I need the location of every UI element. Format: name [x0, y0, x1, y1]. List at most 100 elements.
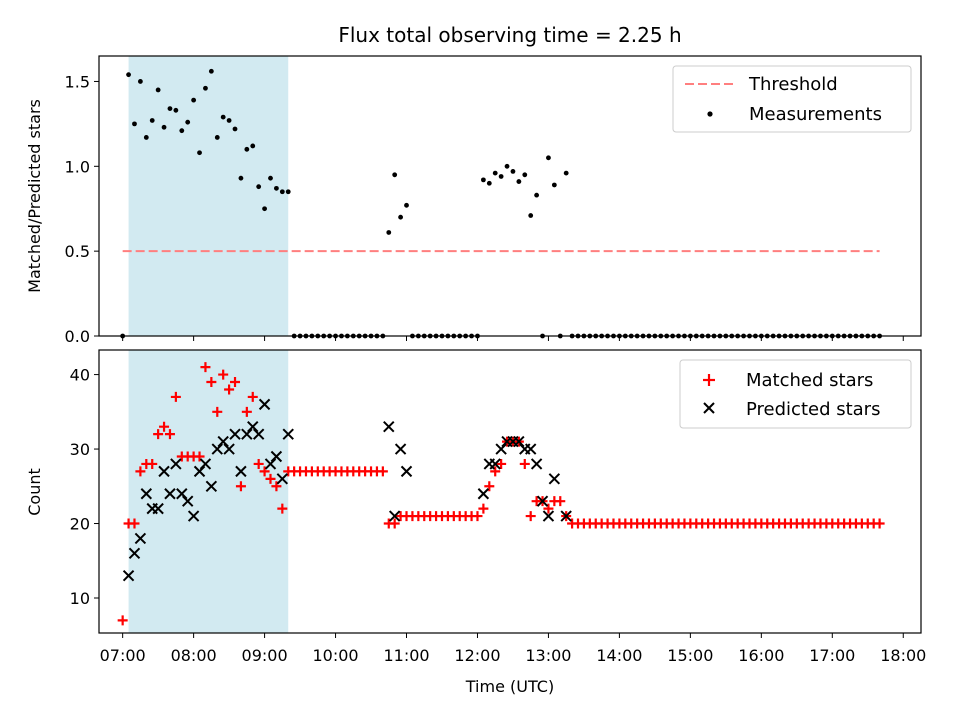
measurement-point — [208, 68, 214, 74]
matched-star-point — [230, 377, 241, 388]
legend-measurements-label: Measurements — [749, 104, 882, 125]
predicted-star-point — [383, 421, 395, 433]
matched-star-point — [147, 458, 158, 469]
matched-star-point — [389, 518, 400, 529]
measurement-point — [486, 180, 492, 186]
predicted-star-point — [217, 435, 229, 448]
top-shaded-region — [128, 56, 289, 336]
x-tick-label: 14:00 — [596, 646, 642, 665]
measurement-point — [534, 192, 540, 198]
measurement-point — [232, 126, 238, 132]
matched-star-point — [484, 481, 495, 492]
predicted-star-point — [270, 450, 283, 463]
measurement-point — [528, 213, 534, 218]
predicted-star-point — [176, 488, 188, 500]
predicted-star-point — [477, 488, 490, 500]
matched-star-point — [194, 451, 205, 462]
measurement-point — [522, 172, 528, 178]
y-tick-label: 1.0 — [65, 157, 90, 176]
matched-star-point — [271, 481, 282, 492]
predicted-star-point — [258, 398, 271, 411]
matched-star-point — [490, 466, 501, 477]
measurement-point — [498, 174, 504, 179]
matched-star-point — [153, 429, 164, 440]
measurement-point — [492, 170, 498, 176]
measurement-point — [126, 72, 131, 78]
measurement-point — [516, 179, 522, 184]
measurement-point — [179, 128, 185, 134]
predicted-star-point — [170, 458, 182, 470]
matched-star-point — [224, 384, 235, 395]
predicted-star-point — [122, 569, 135, 582]
predicted-star-point — [247, 421, 259, 433]
y-tick-label: 1.5 — [65, 72, 90, 91]
x-tick-label: 15:00 — [667, 646, 713, 665]
matched-star-point — [206, 377, 217, 388]
measurement-point — [161, 124, 167, 130]
x-tick-label: 17:00 — [809, 646, 855, 665]
bottom-x-axis: 07:00 08:00 09:00 10:00 11:00 12:00 13:00 14:00… — [100, 633, 926, 665]
predicted-star-point — [128, 547, 141, 560]
shaded-region-rect — [128, 350, 289, 633]
matched-star-point — [200, 362, 211, 373]
top-legend-box — [672, 65, 912, 133]
measurement-point — [238, 175, 244, 181]
measurement-point — [551, 182, 557, 188]
legend-predicted-label: Predicted stars — [746, 399, 880, 420]
matched-star-point — [170, 391, 181, 402]
measurement-point — [256, 184, 262, 190]
bottom-shaded-region — [128, 350, 289, 633]
bottom-y-label: Count — [25, 468, 44, 516]
matched-star-point — [525, 511, 536, 522]
matched-star-point — [135, 466, 146, 477]
measurement-point — [398, 214, 403, 220]
predicted-star-point — [229, 428, 241, 440]
predicted-star-point — [140, 488, 153, 500]
predicted-star-point — [536, 495, 549, 507]
predicted-star-point — [542, 510, 555, 522]
bottom-legend-box — [679, 359, 912, 429]
measurement-point — [285, 189, 291, 195]
matched-star-point — [265, 473, 276, 484]
measurement-point — [173, 107, 179, 113]
measurement-point — [274, 185, 279, 191]
measurement-point — [244, 146, 250, 152]
matched-star-point — [212, 406, 223, 417]
predicted-star-point — [134, 532, 147, 545]
measurement-point — [226, 118, 232, 123]
predicted-stars-series — [122, 398, 572, 582]
measurement-point — [510, 168, 516, 174]
y-tick-label: 10 — [70, 589, 90, 608]
predicted-star-point — [560, 510, 572, 522]
measurement-point — [220, 114, 226, 120]
measurement-point — [203, 85, 208, 91]
top-y-label: Matched/Predicted stars — [25, 99, 44, 293]
y-tick-label: 40 — [70, 366, 90, 385]
measurement-point — [279, 189, 285, 195]
measurement-point — [262, 206, 267, 212]
measurement-point — [268, 175, 273, 181]
legend-predicted-swatch — [703, 402, 715, 414]
matched-star-point — [259, 466, 270, 477]
predicted-star-point — [264, 458, 277, 470]
measurement-point — [137, 79, 143, 84]
matched-star-point — [478, 503, 489, 514]
measurement-point — [546, 155, 551, 161]
predicted-star-point — [276, 473, 289, 485]
x-tick-label: 07:00 — [100, 646, 146, 665]
matched-star-point — [218, 369, 229, 380]
x-tick-label: 18:00 — [880, 646, 926, 665]
shaded-region-rect — [128, 56, 289, 336]
bottom-legend: Matched stars Predicted stars — [679, 359, 912, 429]
matched-star-point — [117, 615, 128, 626]
measurement-point — [185, 119, 191, 125]
measurement-point — [480, 177, 486, 183]
measurement-point — [167, 106, 173, 112]
legend-matched-swatch — [703, 374, 715, 386]
measurement-point — [504, 163, 510, 169]
measurement-point — [132, 121, 137, 127]
x-tick-label: 13:00 — [525, 646, 571, 665]
top-panel: Flux total observing time = 2.25 h 0.00.… — [25, 23, 922, 346]
matched-star-point — [377, 466, 388, 477]
